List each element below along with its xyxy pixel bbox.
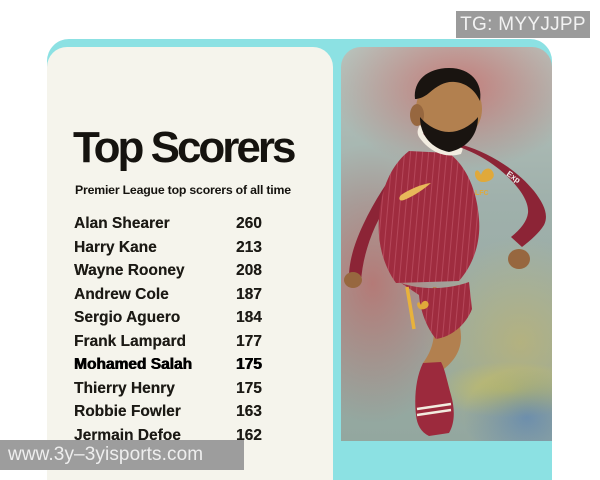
svg-text:LFC: LFC xyxy=(475,190,489,197)
